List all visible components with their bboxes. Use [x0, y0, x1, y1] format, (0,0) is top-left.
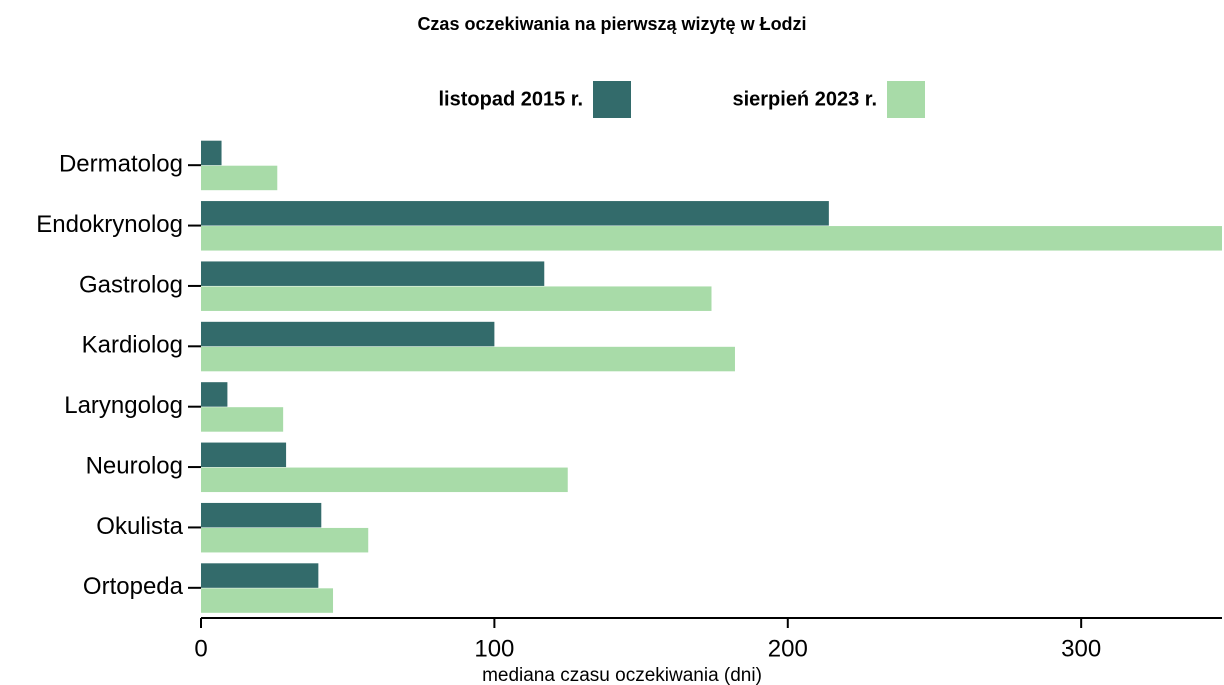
bar	[201, 563, 319, 588]
x-axis-label: mediana czasu oczekiwania (dni)	[482, 665, 762, 685]
bar	[201, 407, 284, 432]
bar	[201, 165, 278, 191]
bar	[201, 346, 735, 372]
bar	[201, 286, 712, 311]
bar	[201, 382, 228, 407]
legend-label: sierpień 2023 r.	[732, 88, 877, 110]
bar	[201, 588, 334, 613]
x-tick-label: 300	[1061, 635, 1101, 662]
legend-swatch	[887, 81, 925, 118]
bar	[201, 140, 222, 166]
bar	[201, 527, 369, 553]
bar	[201, 226, 1222, 251]
y-tick-label: Ortopeda	[83, 573, 184, 600]
y-tick-label: Endokrynolog	[36, 211, 183, 238]
bar	[201, 467, 568, 493]
bar	[201, 442, 287, 468]
x-tick-label: 200	[768, 635, 808, 662]
legend-label: listopad 2015 r.	[438, 88, 583, 110]
bar	[201, 502, 322, 528]
bar	[201, 201, 829, 226]
bar	[201, 261, 545, 286]
y-tick-label: Neurolog	[86, 452, 183, 479]
y-tick-label: Dermatolog	[59, 151, 183, 178]
chart-title: Czas oczekiwania na pierwszą wizytę w Ło…	[417, 14, 806, 34]
bar	[201, 321, 495, 347]
y-tick-label: Laryngolog	[64, 392, 183, 419]
y-tick-label: Gastrolog	[79, 271, 183, 298]
x-tick-label: 100	[474, 635, 514, 662]
y-tick-label: Okulista	[96, 513, 183, 540]
y-tick-label: Kardiolog	[82, 332, 183, 359]
x-tick-label: 0	[194, 635, 207, 662]
legend-swatch	[593, 81, 631, 118]
